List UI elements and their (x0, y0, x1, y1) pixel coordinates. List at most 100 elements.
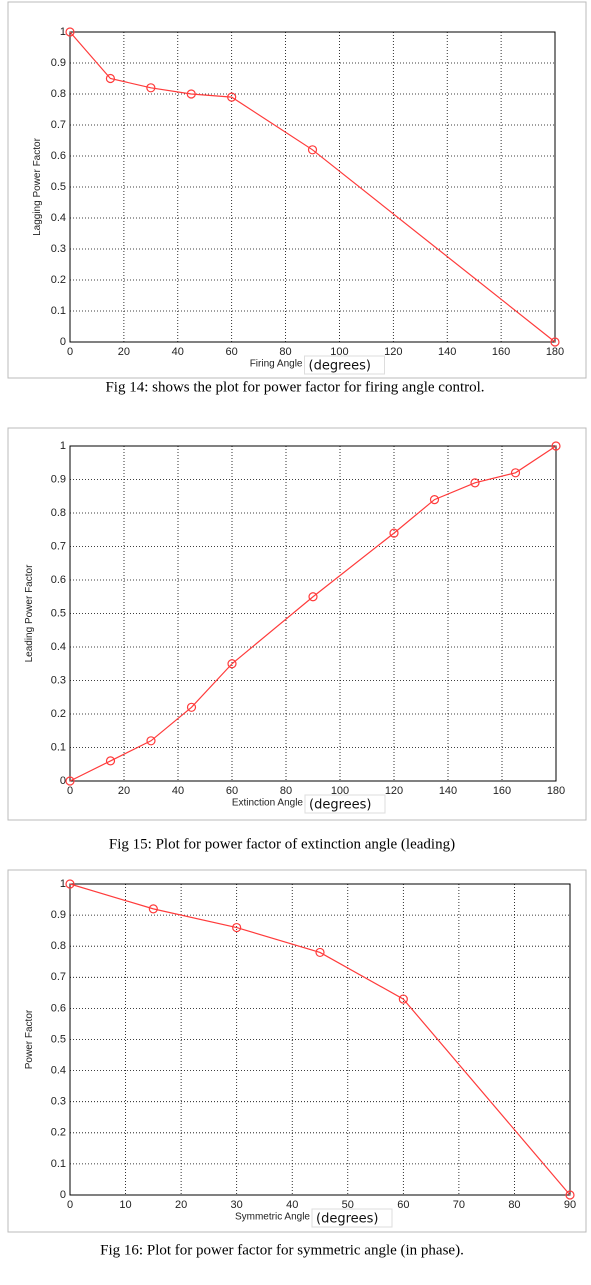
data-point (105, 756, 116, 766)
y-tick-label: 0.1 (51, 1158, 66, 1170)
y-tick-label: 0.1 (51, 305, 66, 317)
data-point (550, 337, 560, 347)
y-tick-label: 0 (60, 336, 66, 348)
data-point (186, 702, 197, 712)
x-tick-label: 160 (493, 785, 511, 797)
y-tick-label: 0.5 (51, 1033, 66, 1045)
y-axis-label: Leading Power Factor (24, 564, 35, 663)
y-tick-label: 0.7 (51, 119, 66, 131)
data-point (307, 145, 318, 155)
x-tick-label: 60 (397, 1199, 409, 1211)
x-tick-label: 60 (226, 785, 238, 797)
x-axis-note: (degrees) (316, 1212, 378, 1227)
data-point (470, 478, 480, 488)
y-tick-label: 0.4 (51, 212, 66, 224)
x-tick-label: 20 (118, 346, 130, 358)
y-tick-label: 0.3 (51, 674, 66, 686)
data-point (186, 89, 196, 99)
note-box (311, 1208, 393, 1228)
data-point (65, 776, 75, 786)
x-tick-label: 0 (67, 785, 73, 797)
y-tick-label: 0.2 (51, 708, 66, 720)
x-tick-label: 180 (547, 785, 565, 797)
x-tick-label: 0 (67, 1199, 73, 1211)
figure-caption: Fig 14: shows the plot for power factor … (105, 379, 484, 395)
y-tick-label: 0.6 (51, 574, 66, 586)
data-line (69, 883, 571, 1196)
x-tick-label: 100 (330, 346, 348, 358)
data-point (565, 1190, 575, 1200)
x-tick-label: 100 (331, 785, 349, 797)
data-point (510, 468, 521, 478)
y-tick-label: 0.3 (51, 243, 66, 255)
y-tick-label: 0.7 (51, 540, 66, 552)
y-tick-label: 0.8 (51, 88, 66, 100)
y-tick-label: 0.2 (51, 274, 66, 286)
x-tick-label: 120 (384, 346, 402, 358)
figure-caption: Fig 16: Plot for power factor for symmet… (100, 1242, 464, 1258)
data-point (146, 83, 156, 93)
x-axis-label: Extinction Angle (232, 798, 304, 809)
y-tick-label: 0.6 (51, 1002, 66, 1014)
data-point (232, 922, 242, 933)
x-axis-label: Symmetric Angle (235, 1212, 310, 1223)
x-tick-label: 30 (231, 1199, 243, 1211)
x-tick-label: 180 (546, 346, 564, 358)
x-tick-label: 80 (508, 1199, 520, 1211)
x-tick-label: 10 (119, 1199, 131, 1211)
y-tick-label: 0.9 (51, 57, 66, 69)
data-point (315, 947, 325, 958)
y-tick-label: 0.5 (51, 181, 66, 193)
data-point (398, 994, 408, 1004)
x-tick-label: 60 (226, 346, 238, 358)
x-tick-label: 80 (280, 785, 292, 797)
x-axis-note: (degrees) (309, 798, 371, 813)
y-tick-label: 0.8 (51, 507, 66, 519)
data-point (105, 73, 116, 84)
x-tick-label: 50 (342, 1199, 354, 1211)
y-tick-label: 0.2 (51, 1127, 66, 1139)
y-tick-label: 0.8 (51, 940, 66, 952)
data-point (551, 441, 561, 451)
y-tick-label: 0.6 (51, 150, 66, 162)
x-tick-label: 160 (492, 346, 510, 358)
x-tick-label: 90 (564, 1199, 576, 1211)
data-line (69, 31, 556, 343)
x-tick-label: 80 (279, 346, 291, 358)
x-tick-label: 40 (172, 785, 184, 797)
y-tick-label: 1 (60, 878, 66, 890)
data-point (148, 904, 158, 914)
data-line (69, 445, 557, 782)
y-tick-label: 0 (60, 775, 66, 787)
x-tick-label: 40 (286, 1199, 298, 1211)
data-point (429, 495, 440, 505)
x-tick-label: 140 (438, 346, 456, 358)
x-tick-label: 20 (118, 785, 130, 797)
y-axis-label: Lagging Power Factor (32, 137, 43, 236)
y-tick-label: 0.9 (51, 473, 66, 485)
data-point (65, 879, 75, 889)
y-tick-label: 0.4 (51, 641, 66, 653)
x-tick-label: 40 (172, 346, 184, 358)
figure-caption: Fig 15: Plot for power factor of extinct… (109, 836, 455, 852)
y-axis-label: Power Factor (24, 1009, 35, 1069)
y-tick-label: 0.9 (51, 909, 66, 921)
y-tick-label: 0.4 (51, 1065, 66, 1077)
data-point (65, 27, 75, 37)
note-box (304, 355, 385, 375)
x-tick-label: 0 (67, 346, 73, 358)
y-tick-label: 0.7 (51, 971, 66, 983)
y-tick-label: 1 (60, 440, 66, 452)
x-tick-label: 20 (175, 1199, 187, 1211)
y-tick-label: 0.3 (51, 1096, 66, 1108)
data-point (227, 92, 237, 102)
note-box (304, 794, 386, 814)
x-tick-label: 140 (439, 785, 457, 797)
x-tick-label: 120 (385, 785, 403, 797)
y-tick-label: 0.1 (51, 741, 66, 753)
data-point (227, 659, 237, 669)
y-tick-label: 1 (60, 26, 66, 38)
x-axis-label: Firing Angle (250, 359, 303, 370)
